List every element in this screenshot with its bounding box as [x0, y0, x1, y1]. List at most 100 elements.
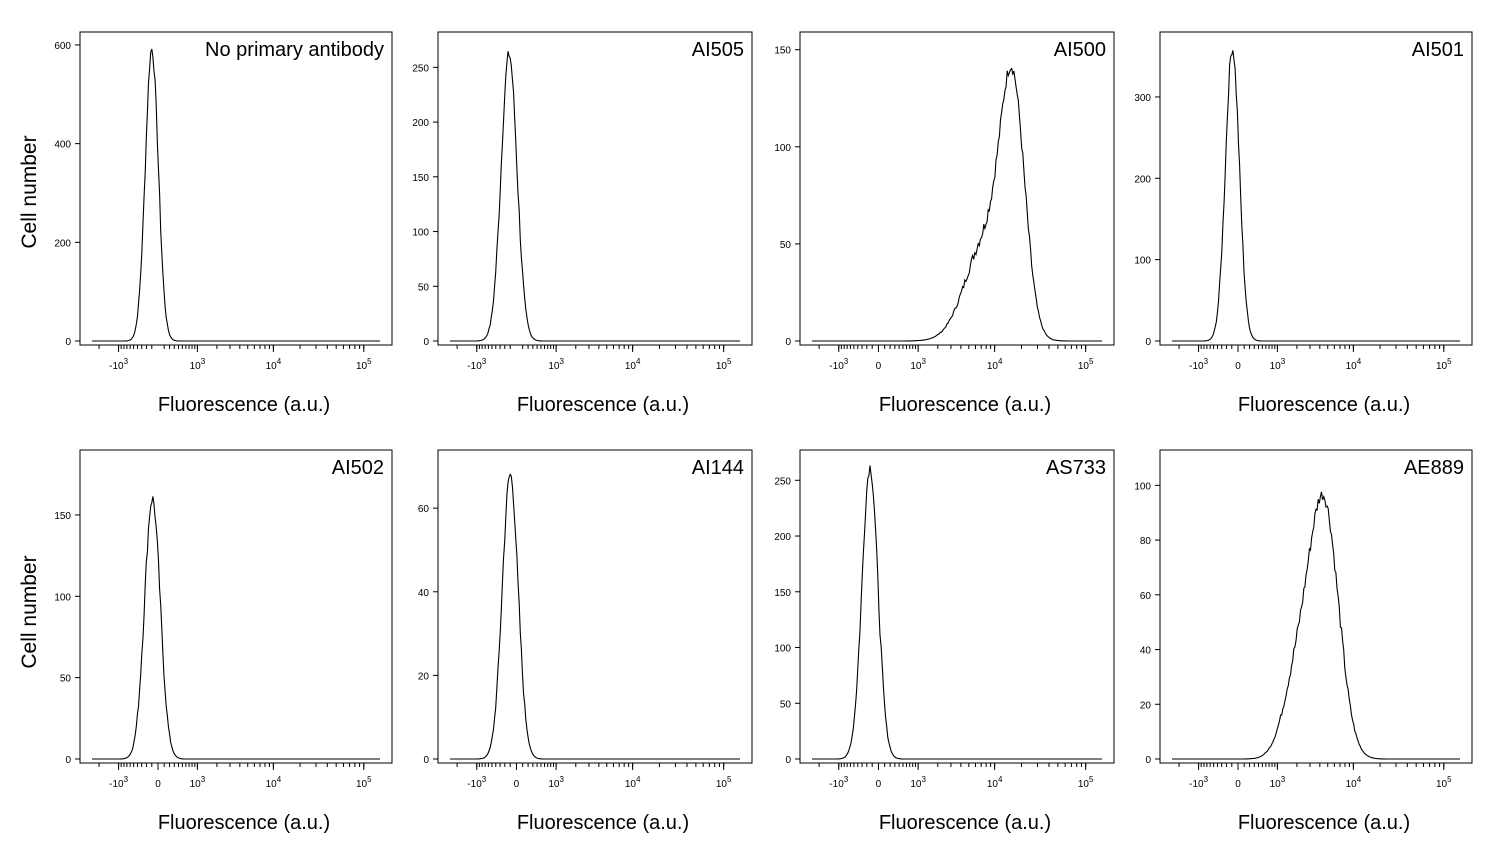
y-tick-label: 100	[412, 228, 429, 239]
x-tick-label: 103	[548, 775, 564, 790]
panel-frame	[1159, 31, 1473, 346]
histogram-panel: 0 50 100 150 200 250 -103 0 103 104 105 AS733 Fluore…	[774, 449, 1115, 834]
x-tick-label: -103	[1189, 775, 1208, 790]
x-axis-label: Fluorescence (a.u.)	[1238, 394, 1410, 416]
x-axis-label: Fluorescence (a.u.)	[517, 812, 689, 834]
y-tick-label: 100	[774, 644, 791, 655]
histogram-line	[450, 51, 740, 342]
x-axis-label: Fluorescence (a.u.)	[158, 394, 330, 416]
x-tick-label: 104	[625, 357, 641, 372]
histogram-panel: 0 200 400 600 -103 103 104 105 No primary antibo…	[54, 31, 393, 416]
panel-frame	[437, 31, 753, 346]
y-tick-label: 200	[774, 532, 791, 543]
y-tick-label: 0	[423, 755, 429, 766]
y-tick-label: 200	[412, 118, 429, 129]
histogram-line	[92, 48, 380, 342]
y-tick-label: 40	[418, 588, 430, 599]
y-tick-label: 100	[1134, 256, 1151, 267]
x-tick-label: 105	[1078, 357, 1094, 372]
x-tick-label: -103	[829, 775, 848, 790]
x-tick-label: -103	[467, 357, 486, 372]
histogram-line	[450, 473, 740, 760]
y-tick-label: 400	[54, 140, 71, 151]
histogram-line	[1172, 50, 1460, 342]
x-tick-label: 105	[1078, 775, 1094, 790]
row-2-ylabel: Cell number	[18, 555, 41, 668]
y-tick-label: 100	[774, 143, 791, 154]
x-tick-label: -103	[829, 357, 848, 372]
x-tick-label: 104	[266, 775, 282, 790]
x-tick-label: 105	[356, 357, 372, 372]
x-tick-label: 103	[910, 357, 926, 372]
panel-frame	[1159, 449, 1473, 764]
x-tick-label: 104	[266, 357, 282, 372]
y-tick-label: 20	[418, 671, 430, 682]
x-axis-label: Fluorescence (a.u.)	[517, 394, 689, 416]
x-tick-label: 103	[1270, 775, 1286, 790]
panel-title: No primary antibody	[205, 39, 384, 61]
panel-title: AI502	[332, 457, 384, 479]
x-axis-label: Fluorescence (a.u.)	[1238, 812, 1410, 834]
panel-title: AE889	[1404, 457, 1464, 479]
x-tick-label: 103	[910, 775, 926, 790]
x-tick-label: -103	[109, 357, 128, 372]
x-axis-label: Fluorescence (a.u.)	[879, 394, 1051, 416]
y-tick-label: 0	[1145, 337, 1151, 348]
y-tick-label: 50	[780, 699, 792, 710]
x-tick-label: 104	[1346, 775, 1362, 790]
x-tick-label: 0	[1235, 361, 1241, 372]
histogram-line	[812, 67, 1102, 342]
y-tick-label: 200	[1134, 174, 1151, 185]
x-tick-label: 104	[987, 775, 1003, 790]
x-tick-label: 105	[716, 357, 732, 372]
histogram-panel: 0 50 100 150 -103 0 103 104 105 AI500 Fluorescence…	[774, 31, 1115, 416]
y-tick-label: 150	[774, 46, 791, 57]
panel-frame	[799, 449, 1115, 764]
x-tick-label: 0	[876, 361, 882, 372]
x-axis-label: Fluorescence (a.u.)	[158, 812, 330, 834]
histogram-line	[1172, 491, 1460, 760]
histogram-panel: 0 20 40 60 -103 0 103 104 105 AI144 Fluorescence (…	[418, 449, 753, 834]
y-tick-label: 200	[54, 238, 71, 249]
y-tick-label: 300	[1134, 93, 1151, 104]
panel-frame	[799, 31, 1115, 346]
y-tick-label: 150	[774, 588, 791, 599]
panel-title: AS733	[1046, 457, 1106, 479]
x-axis-label: Fluorescence (a.u.)	[879, 812, 1051, 834]
x-tick-label: 105	[356, 775, 372, 790]
x-tick-label: 103	[548, 357, 564, 372]
y-tick-label: 80	[1140, 536, 1152, 547]
histogram-line	[92, 496, 380, 760]
y-tick-label: 0	[65, 337, 71, 348]
panel-title: AI505	[692, 39, 744, 61]
y-tick-label: 0	[785, 337, 791, 348]
x-tick-label: 104	[1346, 357, 1362, 372]
x-tick-label: 103	[190, 357, 206, 372]
x-tick-label: 103	[1270, 357, 1286, 372]
y-tick-label: 50	[780, 240, 792, 251]
y-tick-label: 60	[1140, 591, 1152, 602]
y-tick-label: 20	[1140, 700, 1152, 711]
histogram-panel: 0 50 100 150 -103 0 103 104 105 AI502 Fluorescence…	[54, 449, 393, 834]
x-tick-label: 0	[876, 779, 882, 790]
y-tick-label: 60	[418, 504, 430, 515]
y-tick-label: 100	[54, 592, 71, 603]
y-tick-label: 150	[54, 511, 71, 522]
y-tick-label: 0	[423, 337, 429, 348]
y-tick-label: 40	[1140, 646, 1152, 657]
x-tick-label: 0	[514, 779, 520, 790]
x-tick-label: 103	[190, 775, 206, 790]
histogram-panel: 0 20 40 60 80 100 -103 0 103 104 105 AE889 Fluoresce…	[1134, 449, 1473, 834]
panel-title: AI500	[1054, 39, 1106, 61]
y-tick-label: 150	[412, 173, 429, 184]
x-tick-label: -103	[467, 775, 486, 790]
y-tick-label: 50	[418, 282, 430, 293]
y-tick-label: 100	[1134, 481, 1151, 492]
row-1-ylabel: Cell number	[18, 135, 41, 248]
x-tick-label: 105	[716, 775, 732, 790]
x-tick-label: 0	[155, 779, 161, 790]
panel-frame	[437, 449, 753, 764]
panel-frame	[79, 31, 393, 346]
y-tick-label: 0	[1145, 755, 1151, 766]
panel-title: AI144	[692, 457, 744, 479]
